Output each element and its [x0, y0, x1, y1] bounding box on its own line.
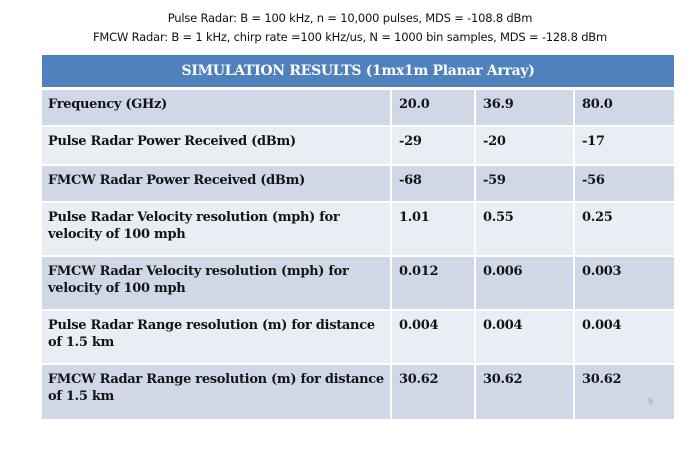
table-row-fmcw-power: FMCW Radar Power Received (dBm) -68 -59 … — [42, 165, 675, 203]
row-label: Pulse Radar Power Received (dBm) — [42, 126, 392, 166]
row-label: FMCW Radar Power Received (dBm) — [42, 165, 392, 203]
cell-value: 30.62 — [391, 364, 476, 421]
cell-value: 30.62 — [574, 364, 675, 421]
cell-value: 0.004 — [574, 310, 675, 365]
cell-value: 1.01 — [391, 202, 476, 257]
table-title: SIMULATION RESULTS (1mx1m Planar Array) — [42, 55, 675, 90]
row-label: Pulse Radar Range resolution (m) for dis… — [42, 310, 392, 365]
cell-value: 0.55 — [475, 202, 575, 257]
cell-value: 0.006 — [475, 256, 575, 311]
table-row-fmcw-velocity: FMCW Radar Velocity resolution (mph) for… — [42, 256, 675, 311]
cell-value: 20.0 — [391, 88, 476, 127]
cell-value: -59 — [475, 165, 575, 203]
cell-value: 0.004 — [475, 310, 575, 365]
cell-value: 0.012 — [391, 256, 476, 311]
table-row-frequency: Frequency (GHz) 20.0 36.9 80.0 — [42, 88, 675, 127]
cell-value: -56 — [574, 165, 675, 203]
cell-value: 80.0 — [574, 88, 675, 127]
cell-value: 0.003 — [574, 256, 675, 311]
table-header-row: SIMULATION RESULTS (1mx1m Planar Array) — [42, 55, 675, 90]
cell-value: -68 — [391, 165, 476, 203]
row-label: Pulse Radar Velocity resolution (mph) fo… — [42, 202, 392, 257]
cell-value: 36.9 — [475, 88, 575, 127]
cell-value: 30.62 — [475, 364, 575, 421]
row-label: Frequency (GHz) — [42, 88, 392, 127]
table-row-fmcw-range: FMCW Radar Range resolution (m) for dist… — [42, 364, 675, 421]
slide-bottom-band — [0, 420, 700, 461]
table-row-pulse-velocity: Pulse Radar Velocity resolution (mph) fo… — [42, 202, 675, 257]
cell-value: -29 — [391, 126, 476, 166]
row-label: FMCW Radar Velocity resolution (mph) for… — [42, 256, 392, 311]
cell-value: -17 — [574, 126, 675, 166]
pulse-radar-parameters: Pulse Radar: B = 100 kHz, n = 10,000 pul… — [167, 11, 533, 25]
table-row-pulse-range: Pulse Radar Range resolution (m) for dis… — [42, 310, 675, 365]
cell-value: 0.004 — [391, 310, 476, 365]
row-label: FMCW Radar Range resolution (m) for dist… — [42, 364, 392, 421]
table-row-pulse-power: Pulse Radar Power Received (dBm) -29 -20… — [42, 126, 675, 166]
simulation-results-table: SIMULATION RESULTS (1mx1m Planar Array) … — [42, 55, 675, 421]
fmcw-radar-parameters: FMCW Radar: B = 1 kHz, chirp rate =100 k… — [93, 30, 607, 44]
page-number: 9 — [648, 397, 654, 406]
cell-value: -20 — [475, 126, 575, 166]
cell-value: 0.25 — [574, 202, 675, 257]
